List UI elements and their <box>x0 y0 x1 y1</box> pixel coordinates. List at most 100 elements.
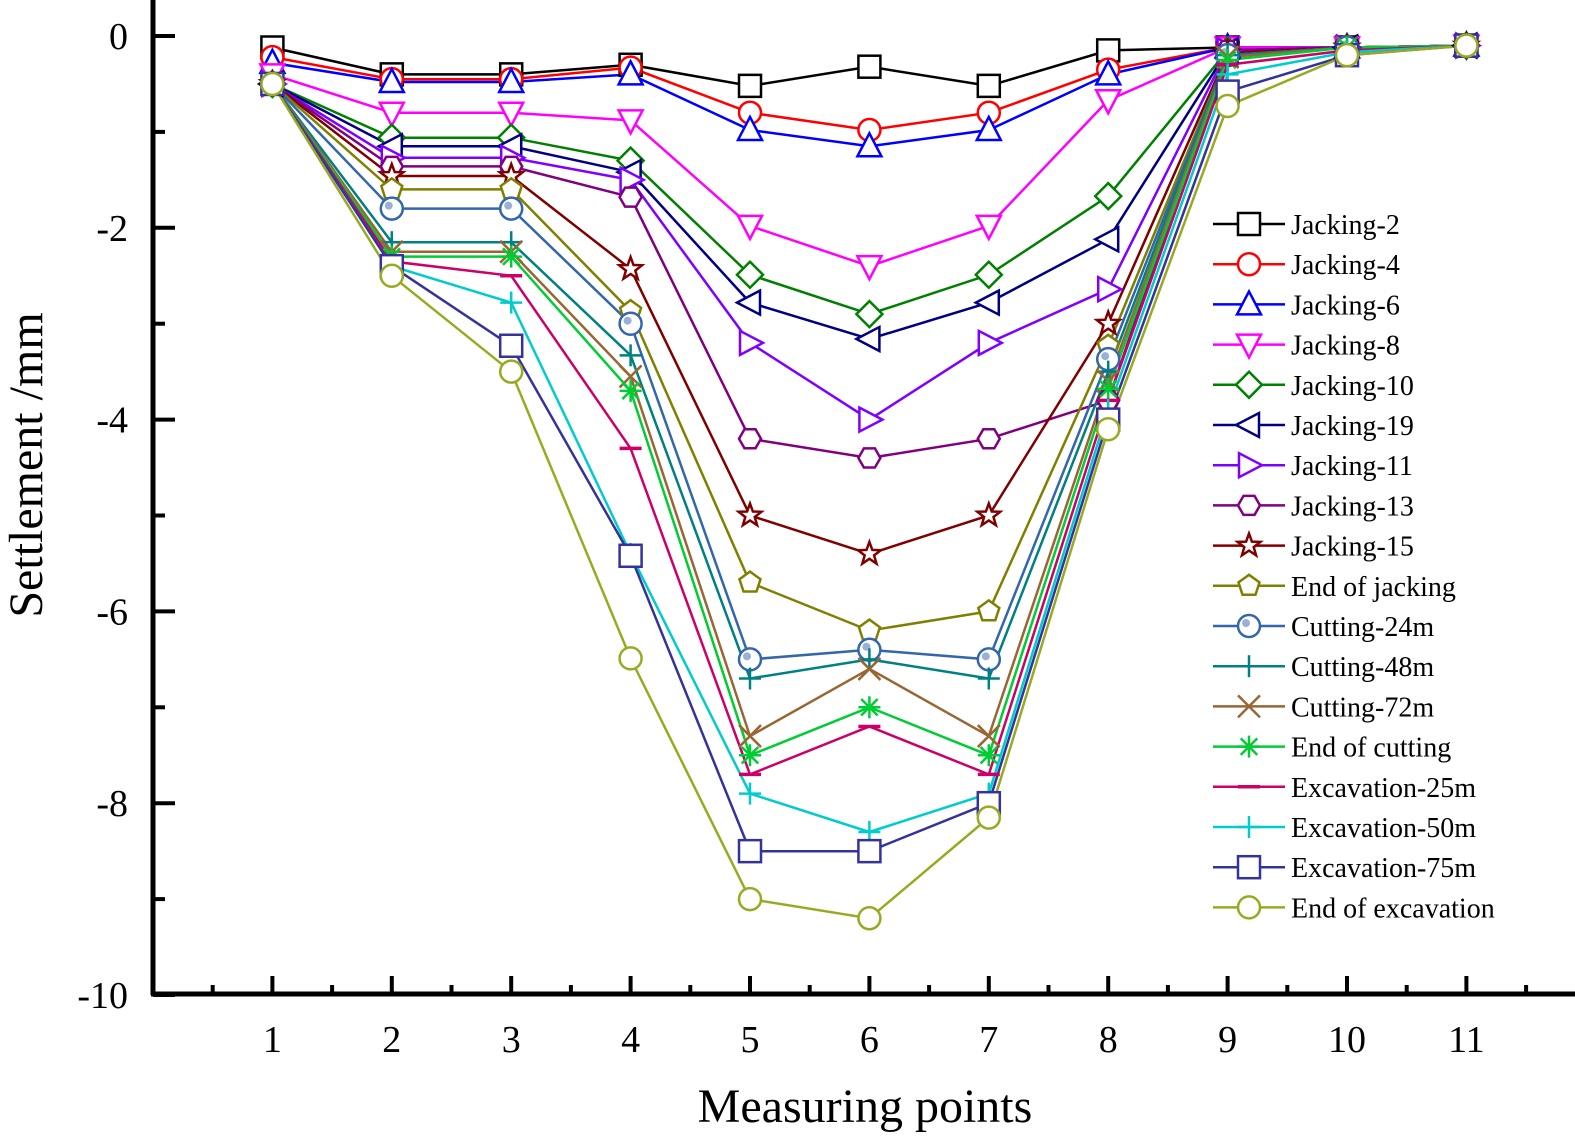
data-point-jacking-11 <box>1096 275 1124 304</box>
x-tick-label: 8 <box>1099 1019 1118 1061</box>
legend-label: Jacking-11 <box>1291 451 1413 482</box>
data-point-jacking-6 <box>974 114 1003 142</box>
data-point-jacking-2 <box>737 73 763 99</box>
data-point-end-of-excavation <box>857 906 882 931</box>
legend-marker-icon <box>1234 529 1264 559</box>
data-point-excavation-50m <box>500 291 523 314</box>
data-point-end-of-excavation <box>1215 93 1240 119</box>
legend-label: Cutting-72m <box>1291 692 1434 723</box>
data-point-cutting-48m <box>858 648 881 671</box>
x-tick-label: 11 <box>1448 1019 1485 1061</box>
series-lines <box>271 44 1467 920</box>
data-point-jacking-8 <box>735 214 765 242</box>
data-point-jacking-6 <box>377 66 406 94</box>
data-point-end-of-excavation <box>498 359 524 384</box>
data-point-end-of-cutting <box>1097 377 1120 400</box>
data-point-end-of-excavation <box>1454 33 1479 58</box>
data-point-jacking-19 <box>973 288 1001 317</box>
legend-label: Jacking-4 <box>1291 250 1400 281</box>
data-point-jacking-13 <box>856 447 882 469</box>
data-point-jacking-6 <box>855 130 884 158</box>
legend-item-end-of-cutting: End of cutting <box>1213 733 1451 764</box>
data-point-cutting-48m <box>619 344 642 367</box>
x-tick-label: 2 <box>382 1019 401 1061</box>
x-tick-label: 6 <box>860 1019 879 1061</box>
data-point-end-of-jacking <box>976 598 1001 622</box>
legend-marker-icon <box>1236 613 1262 639</box>
legend-marker-icon <box>1234 370 1264 400</box>
series-line-jacking-11 <box>271 44 1467 422</box>
data-point-cutting-24m <box>618 311 643 336</box>
data-point-jacking-8 <box>1094 89 1123 116</box>
data-point-cutting-24m <box>379 196 405 221</box>
data-point-end-of-excavation <box>976 805 1002 830</box>
data-point-jacking-10 <box>735 260 765 290</box>
data-point-jacking-11 <box>738 328 766 357</box>
legend-marker-icon <box>1234 333 1264 361</box>
data-point-cutting-48m <box>739 667 761 690</box>
data-point-jacking-2 <box>857 54 882 79</box>
series-markers <box>256 29 1483 931</box>
x-tick-label: 10 <box>1328 1019 1366 1061</box>
data-point-cutting-72m <box>738 724 762 748</box>
legend-marker-icon <box>1236 211 1262 237</box>
legend-marker-icon <box>1237 694 1261 719</box>
data-point-jacking-10 <box>854 299 885 329</box>
y-ticks: 0 -2 -4 -6 -8 -10 <box>77 16 175 1017</box>
data-point-jacking-8 <box>497 101 526 129</box>
data-point-end-of-cutting <box>619 379 642 402</box>
data-point-jacking-8 <box>377 101 406 129</box>
data-point-end-of-excavation <box>618 646 643 671</box>
legend-item-jacking-19: Jacking-19 <box>1213 410 1414 442</box>
legend-marker-icon <box>1237 573 1261 596</box>
data-point-end-of-excavation <box>1095 416 1121 442</box>
data-point-jacking-15 <box>615 253 646 282</box>
legend-marker-icon <box>1234 288 1264 316</box>
series-points-end-of-excavation <box>260 33 1479 931</box>
data-point-jacking-11 <box>977 328 1005 357</box>
data-point-jacking-15 <box>973 499 1004 529</box>
data-point-jacking-6 <box>735 114 765 142</box>
legend-label: Excavation-75m <box>1291 853 1476 884</box>
data-point-excavation-75m <box>857 838 882 864</box>
legend-marker-icon <box>1236 854 1262 880</box>
legend-label: End of jacking <box>1291 572 1456 603</box>
data-point-excavation-75m <box>498 333 524 359</box>
legend-label: Jacking-10 <box>1291 371 1414 402</box>
data-point-end-of-cutting <box>977 744 1000 767</box>
x-tick-label: 5 <box>741 1019 760 1061</box>
data-point-jacking-6 <box>497 66 526 94</box>
data-point-jacking-13 <box>737 428 763 450</box>
legend-item-jacking-6: Jacking-6 <box>1213 288 1400 321</box>
legend-item-excavation-75m: Excavation-75m <box>1213 853 1476 884</box>
data-point-jacking-13 <box>618 186 644 208</box>
data-point-cutting-72m <box>857 657 882 681</box>
data-point-excavation-75m <box>618 543 643 569</box>
legend-marker-icon <box>1237 451 1265 480</box>
x-tick-label: 1 <box>263 1019 282 1061</box>
legend-item-jacking-2: Jacking-2 <box>1213 210 1400 241</box>
legend-marker-icon <box>1236 494 1262 517</box>
y-tick-label: -10 <box>77 975 128 1017</box>
legend-item-jacking-4: Jacking-4 <box>1213 250 1400 281</box>
x-tick-label: 3 <box>502 1019 521 1061</box>
legend-label: End of excavation <box>1291 893 1495 924</box>
legend-item-jacking-8: Jacking-8 <box>1213 331 1400 362</box>
data-point-cutting-24m <box>976 647 1002 672</box>
legend-label: Jacking-15 <box>1291 532 1414 563</box>
data-point-jacking-13 <box>976 428 1002 450</box>
x-tick-label: 4 <box>621 1019 640 1061</box>
data-point-excavation-50m <box>739 782 761 805</box>
data-point-end-of-excavation <box>737 886 763 912</box>
x-tick-label: 9 <box>1218 1019 1237 1061</box>
legend-item-end-of-jacking: End of jacking <box>1213 572 1456 603</box>
legend-item-jacking-10: Jacking-10 <box>1213 370 1414 402</box>
data-point-jacking-11 <box>619 165 647 194</box>
legend-marker-icon <box>1238 735 1260 758</box>
data-point-jacking-19 <box>853 324 881 354</box>
y-tick-label: -2 <box>96 208 128 250</box>
legend-item-jacking-15: Jacking-15 <box>1213 529 1414 563</box>
data-point-jacking-10 <box>1093 181 1123 211</box>
y-tick-label: 0 <box>109 16 128 58</box>
